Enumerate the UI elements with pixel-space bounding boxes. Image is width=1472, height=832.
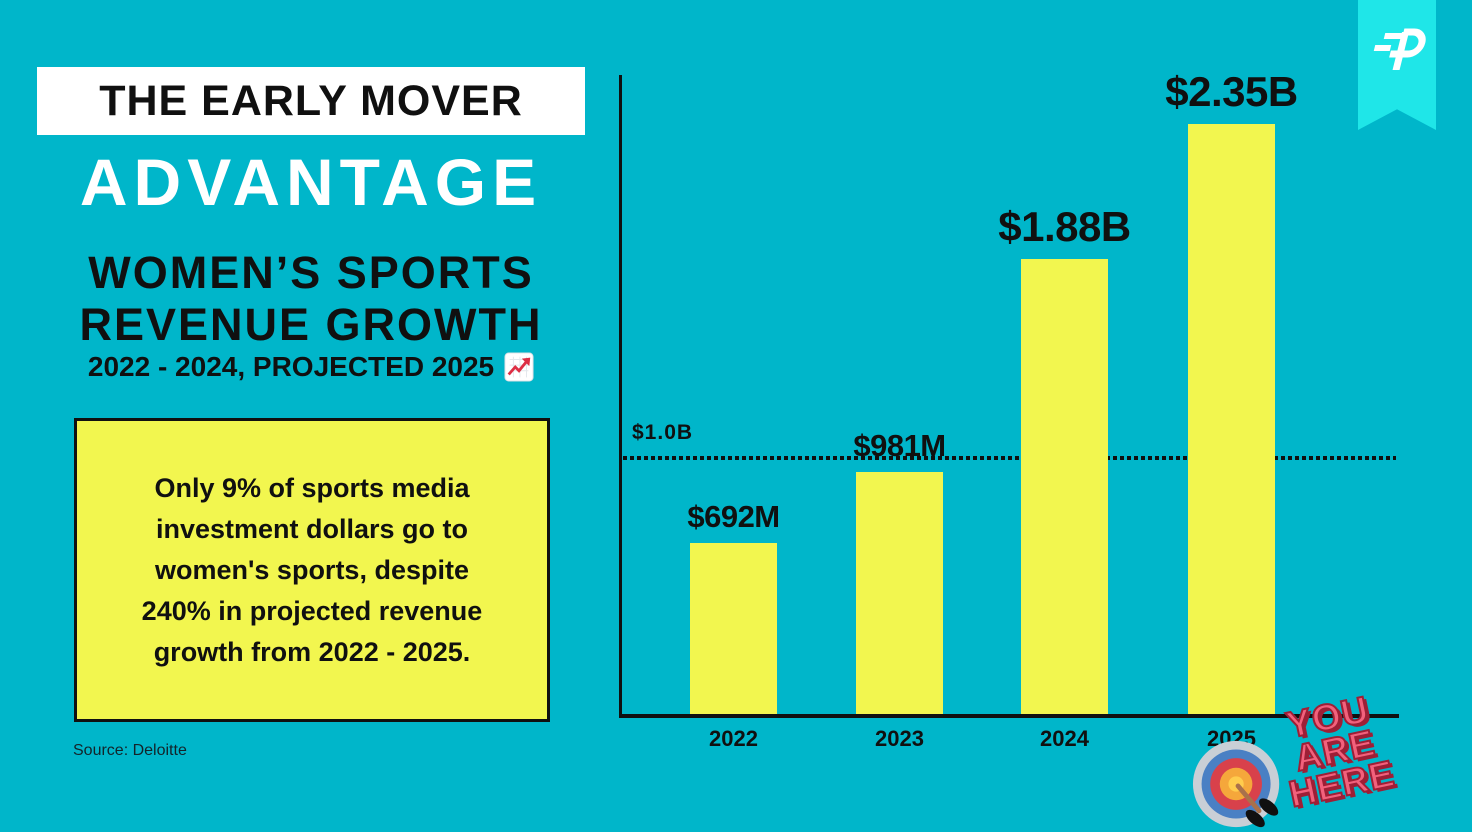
bar-category-label: 2024 [1040, 726, 1089, 751]
kicker-text: THE EARLY MOVER [99, 76, 523, 125]
period-row: 2022 - 2024, PROJECTED 2025 [37, 351, 585, 383]
page-title: ADVANTAGE [79, 145, 543, 219]
target-dart-icon [1192, 740, 1280, 828]
bar-category-label: 2022 [709, 726, 758, 751]
bar-value-label: $1.88B [998, 203, 1131, 250]
x-axis-line [619, 714, 1399, 718]
source-note: Source: Deloitte [73, 742, 187, 759]
bar [1188, 124, 1275, 714]
bar-category-label: 2023 [875, 726, 924, 751]
period-text: 2022 - 2024, PROJECTED 2025 [87, 351, 495, 382]
reference-line-label: $1.0B [632, 421, 694, 444]
subtitle-line1: WOMEN’S SPORTS [88, 247, 534, 298]
y-axis-line [619, 75, 622, 718]
subtitle-line2: REVENUE GROWTH [79, 299, 543, 350]
bar [856, 472, 943, 714]
callout-text: Only 9% of sports media investment dolla… [141, 472, 483, 667]
callout-box: Only 9% of sports media investment dolla… [74, 418, 550, 722]
bar-value-label: $692M [687, 499, 780, 534]
bar [690, 543, 777, 714]
bar-value-label: $981M [853, 428, 946, 463]
bar [1021, 259, 1108, 714]
chart-increasing-emoji-icon [504, 352, 534, 382]
bar-value-label: $2.35B [1165, 68, 1298, 115]
kicker-box: THE EARLY MOVER [37, 67, 585, 135]
brand-p-logo-icon [1373, 28, 1426, 70]
brand-ribbon-badge [1358, 0, 1436, 130]
reference-dotted-line [623, 456, 1396, 460]
